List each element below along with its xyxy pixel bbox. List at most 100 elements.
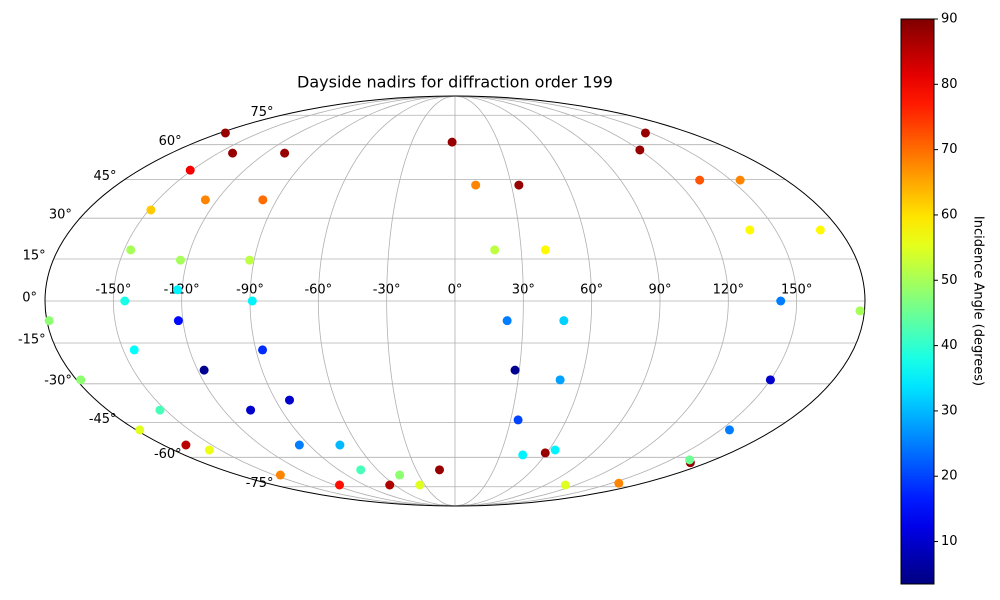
data-point — [247, 296, 257, 306]
data-point — [275, 470, 285, 480]
data-point — [510, 365, 520, 375]
map-boundary — [44, 95, 866, 507]
data-point — [395, 470, 405, 480]
y-tick-label: 30° — [49, 208, 72, 223]
data-point — [502, 316, 512, 326]
x-tick-label: -90° — [236, 283, 264, 298]
data-point — [228, 148, 238, 158]
data-point — [635, 145, 645, 155]
y-tick-label: 60° — [159, 134, 182, 149]
data-point — [356, 465, 366, 475]
colorbar-tick-label: 60 — [941, 207, 958, 222]
y-tick-label: -45° — [89, 412, 117, 427]
data-point — [285, 395, 295, 405]
colorbar-tick-label: 70 — [941, 142, 958, 157]
data-point — [560, 480, 570, 490]
colorbar-tick-label: 40 — [941, 338, 958, 353]
grid-line — [454, 95, 729, 507]
grid-line — [317, 95, 456, 507]
data-point — [735, 175, 745, 185]
x-tick-label: 150° — [781, 283, 812, 298]
y-tick-label: 75° — [250, 105, 273, 120]
data-point — [200, 195, 210, 205]
y-tick-label: -75° — [246, 476, 274, 491]
x-tick-label: 0° — [448, 283, 463, 298]
data-point — [490, 245, 500, 255]
data-point — [126, 245, 136, 255]
data-point — [258, 345, 268, 355]
data-point — [294, 440, 304, 450]
colorbar-tick-label: 30 — [941, 403, 958, 418]
data-point — [335, 440, 345, 450]
data-point — [199, 365, 209, 375]
data-point — [471, 180, 481, 190]
data-point — [855, 306, 865, 316]
grid-line — [454, 95, 524, 507]
grid-line — [112, 95, 456, 507]
data-point — [173, 285, 183, 295]
data-point — [514, 180, 524, 190]
data-point — [765, 375, 775, 385]
colorbar-label: Incidence Angle (degrees) — [971, 216, 986, 386]
data-point — [695, 175, 705, 185]
y-tick-label: 45° — [94, 169, 117, 184]
data-point — [550, 445, 560, 455]
data-point — [724, 425, 734, 435]
y-tick-label: -30° — [44, 373, 72, 388]
data-point — [185, 165, 195, 175]
data-point — [540, 448, 550, 458]
data-point — [335, 480, 345, 490]
data-point — [220, 128, 230, 138]
data-point — [175, 255, 185, 265]
data-point — [435, 465, 445, 475]
data-point — [815, 225, 825, 235]
x-tick-label: -150° — [95, 283, 131, 298]
data-point — [173, 316, 183, 326]
grid-line — [181, 95, 456, 507]
x-tick-label: -60° — [304, 283, 332, 298]
y-tick-label: 15° — [23, 249, 46, 264]
data-point — [135, 425, 145, 435]
data-point — [155, 405, 165, 415]
data-point — [518, 450, 528, 460]
x-tick-label: 120° — [713, 283, 744, 298]
data-point — [246, 405, 256, 415]
y-tick-label: 0° — [22, 291, 37, 306]
data-point — [204, 445, 214, 455]
colorbar-tick-label: 10 — [941, 534, 958, 549]
x-tick-label: 60° — [580, 283, 603, 298]
data-point — [540, 245, 550, 255]
data-point — [181, 440, 191, 450]
data-point — [640, 128, 650, 138]
x-tick-label: 30° — [512, 283, 535, 298]
data-point — [559, 316, 569, 326]
colorbar — [900, 18, 935, 585]
x-tick-label: 90° — [648, 283, 671, 298]
grid-line — [454, 95, 661, 507]
data-point — [280, 148, 290, 158]
x-tick-label: -30° — [373, 283, 401, 298]
chart-title: Dayside nadirs for diffraction order 199 — [297, 73, 613, 92]
grid-line — [454, 95, 798, 507]
data-point — [685, 455, 695, 465]
y-tick-label: -60° — [154, 447, 182, 462]
data-point — [76, 375, 86, 385]
y-tick-label: -15° — [18, 332, 46, 347]
colorbar-tick-label: 50 — [941, 273, 958, 288]
data-point — [555, 375, 565, 385]
data-point — [146, 205, 156, 215]
data-point — [513, 415, 523, 425]
data-point — [120, 296, 130, 306]
colorbar-tick-label: 90 — [941, 12, 958, 27]
data-point — [129, 345, 139, 355]
data-point — [258, 195, 268, 205]
data-point — [245, 255, 255, 265]
data-point — [745, 225, 755, 235]
data-point — [44, 316, 54, 326]
data-point — [614, 478, 624, 488]
data-point — [447, 137, 457, 147]
data-point — [415, 480, 425, 490]
data-point — [776, 296, 786, 306]
data-point — [385, 480, 395, 490]
